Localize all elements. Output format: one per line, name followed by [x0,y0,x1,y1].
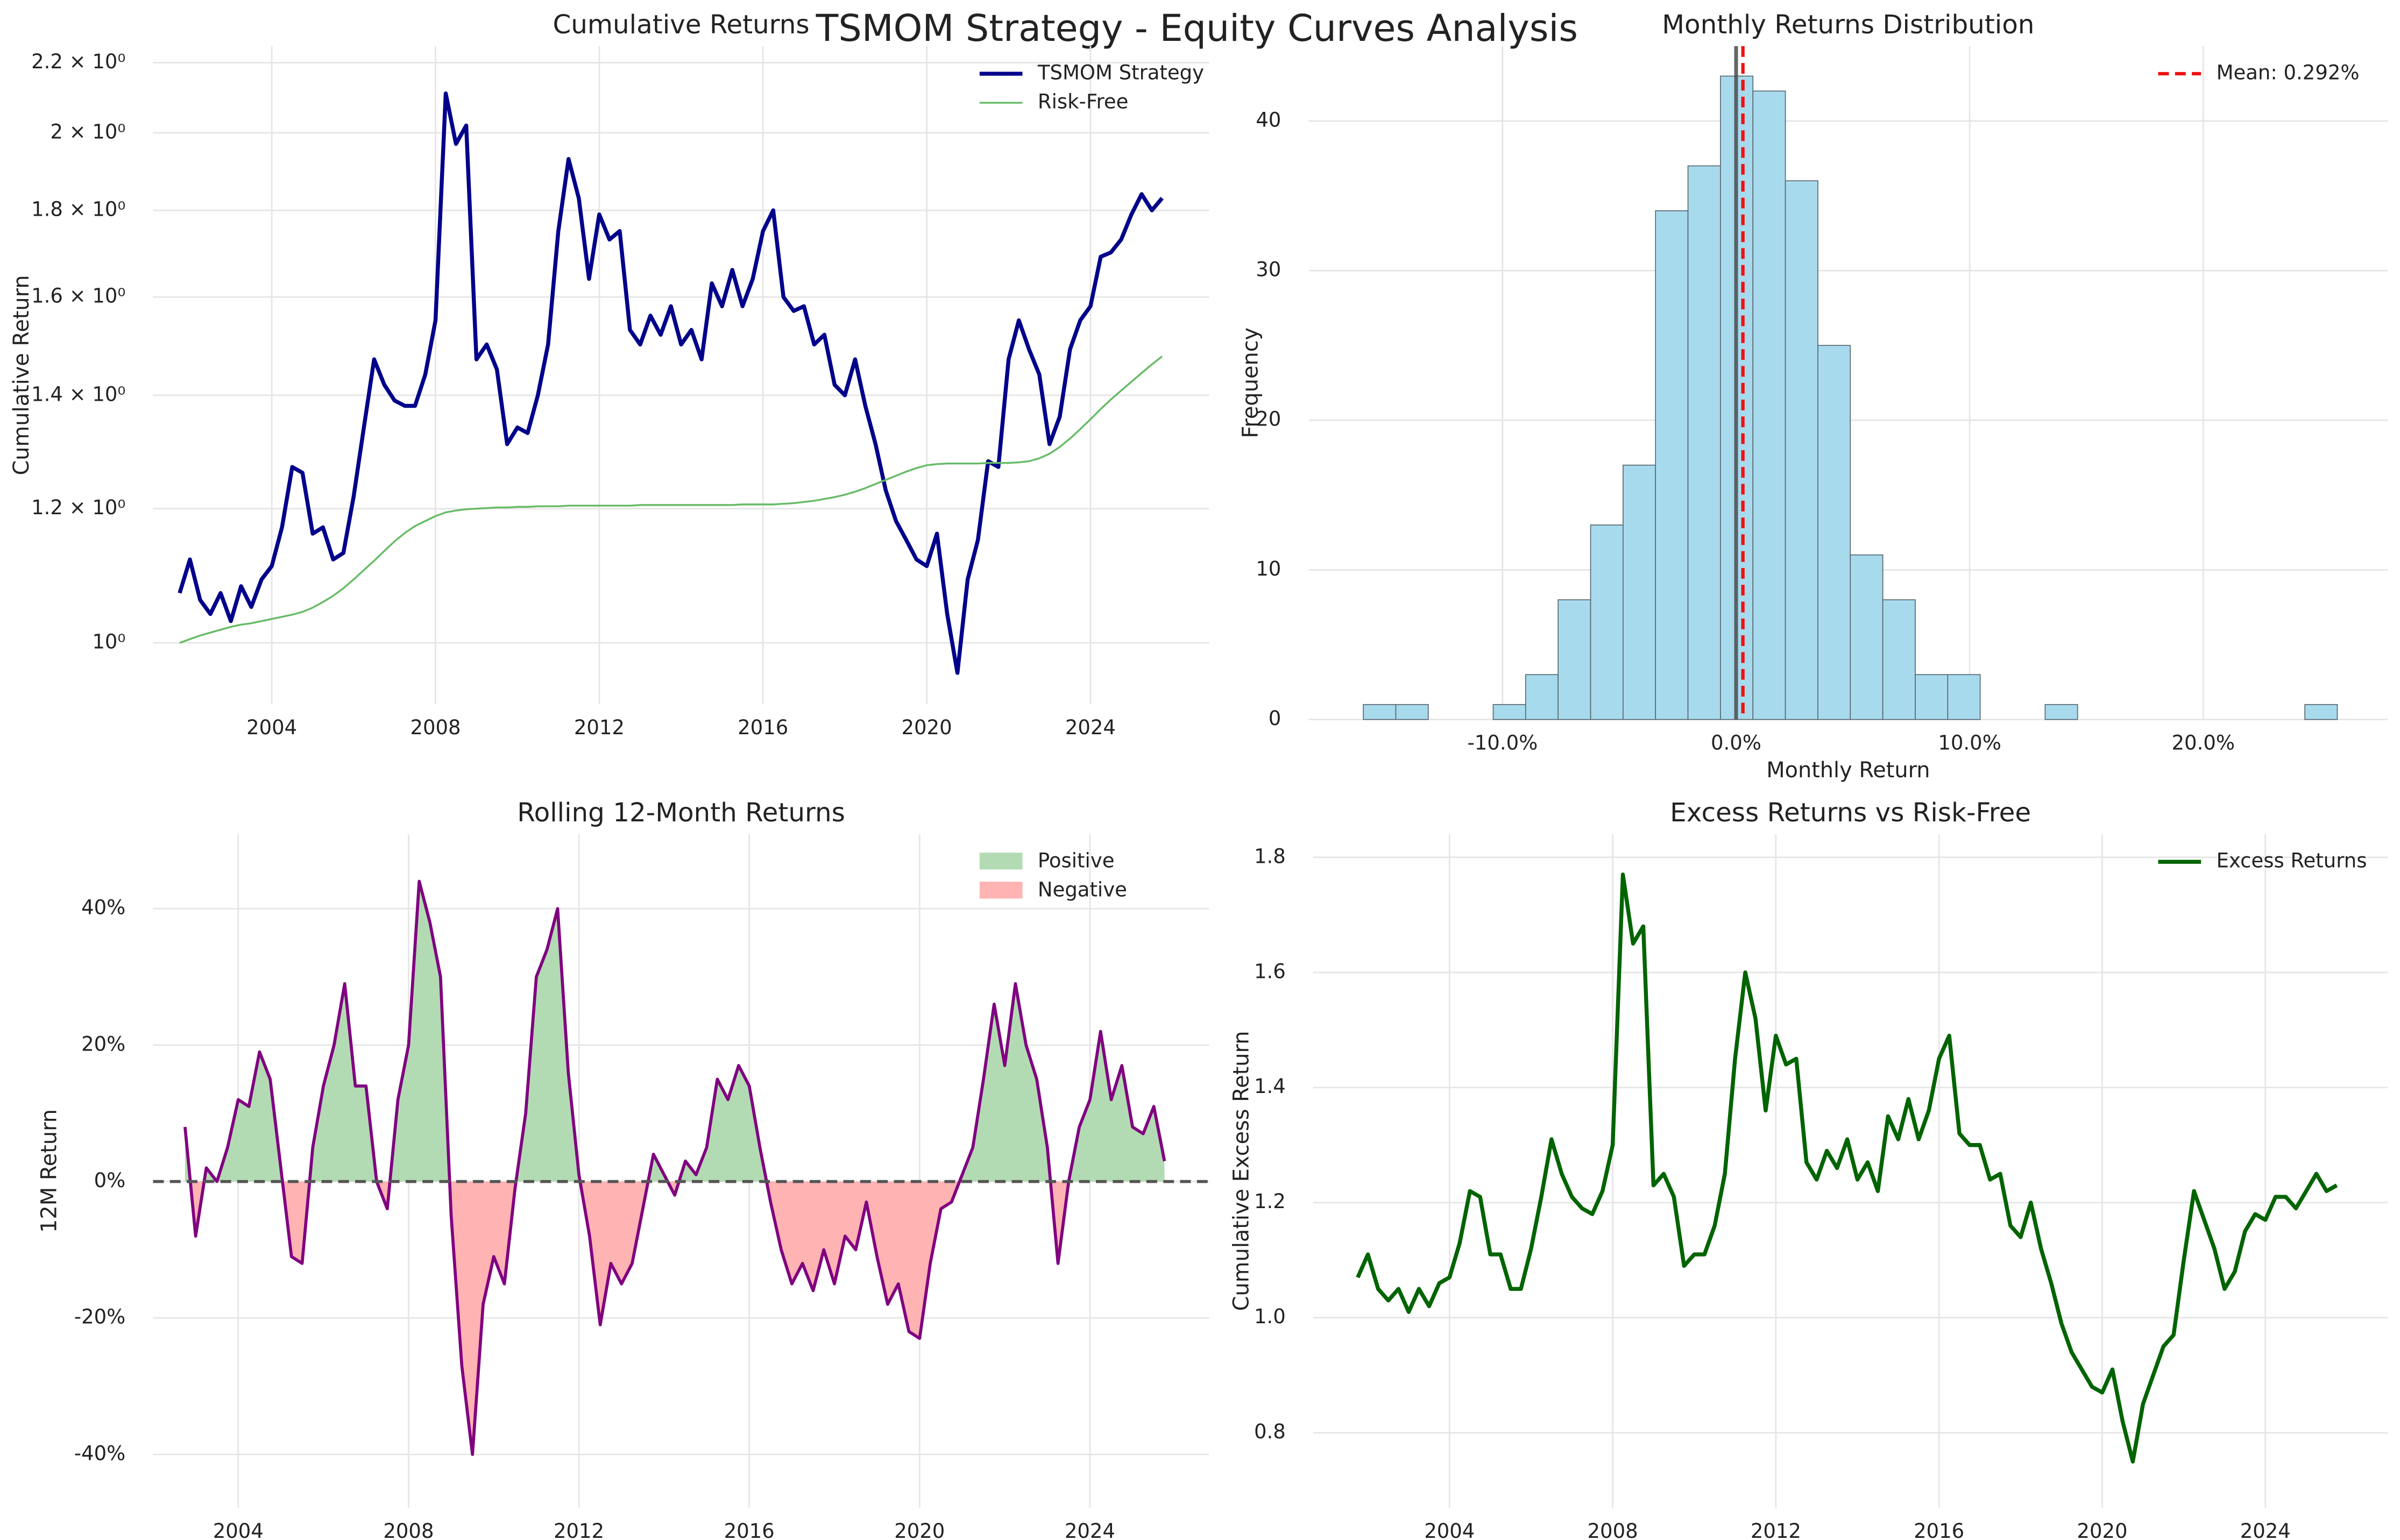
x-tick-label: 2024 [2240,1520,2291,1540]
histogram-bar [1752,90,1786,720]
histogram-bar [1817,345,1851,720]
legend-swatch [979,882,1023,899]
legend-label: Risk-Free [1038,90,1128,113]
y-tick-label: 1.4 [1254,1075,1286,1098]
y-tick-label: 1.6 [1254,960,1286,983]
histogram-bar [1915,674,1949,720]
x-axis-label: Monthly Return [1766,758,1930,783]
histogram-bar [1557,599,1591,720]
x-tick-label: 2012 [1751,1520,1801,1540]
histogram-bar [1785,180,1818,720]
histogram-bar [1655,210,1689,720]
negative-fill [185,1181,1165,1454]
y-tick-label: 20% [81,1032,125,1055]
x-tick-label: 10.0% [1938,732,2001,755]
x-tick-label: -10.0% [1467,732,1538,755]
x-tick-label: 2016 [738,716,788,739]
subplot: 2004 2008 2012 2016 2020 2024 -40% -20% 0% 20% 40%… [37,798,1209,1540]
legend-swatch [979,853,1023,870]
legend-label: TSMOM Strategy [1037,61,1204,84]
y-axis-label: Cumulative Excess Return [1229,1031,1254,1311]
histogram-bar [1850,554,1884,720]
legend: Excess Returns [2158,849,2367,872]
legend: TSMOM Strategy Risk-Free [979,61,1204,113]
x-tick-label: 2008 [1588,1520,1638,1540]
histogram-bar [2304,704,2338,720]
y-tick-label: 0 [1269,707,1282,730]
x-tick-label: 2020 [902,716,952,739]
histogram-bar [1492,704,1526,720]
positive-fill [185,881,1165,1182]
y-tick-label: 2.2 × 10⁰ [31,50,125,73]
x-tick-label: 2024 [1065,716,1116,739]
y-axis-label: Cumulative Return [9,275,34,475]
x-tick-label: 2008 [383,1520,434,1540]
histogram-bar [1882,599,1916,720]
y-tick-label: 10⁰ [92,630,125,654]
y-tick-label: 1.8 [1254,844,1286,868]
x-tick-label: 2024 [1065,1520,1115,1540]
y-tick-label: -20% [74,1305,126,1329]
x-tick-label: 2016 [724,1520,775,1540]
y-tick-label: 1.4 × 10⁰ [31,382,125,406]
histogram-bar [1687,165,1721,720]
legend: Positive Negative [979,849,1127,902]
subplot: -10.0% 0.0% 10.0% 20.0% 0 10 20 30 40 Monthly Ret… [1238,10,2388,783]
histogram-bar [1947,674,1981,720]
y-axis-label: 12M Return [37,1109,61,1233]
line-series [179,356,1163,644]
y-tick-label: 1.2 [1254,1190,1286,1213]
histogram-bar [1395,704,1429,720]
histogram-bar [2044,704,2078,720]
line-series [183,879,1166,1456]
histogram-bar [1363,704,1397,720]
y-tick-label: 20 [1256,408,1281,431]
line-series [1356,872,2338,1464]
histogram-bar [1623,464,1656,720]
line-series [178,91,1164,675]
subplot-title: Monthly Returns Distribution [1662,10,2034,40]
y-tick-label: 2 × 10⁰ [50,120,125,143]
x-tick-label: 2004 [213,1520,264,1540]
x-tick-label: 20.0% [2172,732,2235,755]
y-tick-label: 10 [1256,557,1281,580]
x-tick-label: 2012 [574,716,625,739]
y-tick-label: 30 [1256,258,1281,281]
histogram-bar [1590,524,1624,720]
x-tick-label: 2008 [410,716,461,739]
x-tick-label: 0.0% [1711,732,1761,755]
y-tick-label: 0% [94,1169,126,1192]
y-axis-label: Frequency [1238,328,1263,438]
subplot-title: Cumulative Returns [553,10,810,40]
legend: Mean: 0.292% [2158,61,2360,84]
x-tick-label: 2020 [2077,1520,2127,1540]
x-tick-label: 2012 [554,1520,604,1540]
y-tick-label: 1.2 × 10⁰ [31,496,125,519]
subplot-title: Rolling 12-Month Returns [517,798,845,828]
y-tick-label: 0.8 [1254,1420,1286,1443]
histogram-bar [1525,674,1559,720]
y-tick-label: 1.8 × 10⁰ [31,198,125,221]
x-tick-label: 2004 [246,716,297,739]
subplot: 2004 2008 2012 2016 2020 2024 10⁰ 1.2 × 10⁰ 1.4 … [9,10,1209,739]
legend-label: Positive [1038,849,1115,872]
y-tick-label: 1.6 × 10⁰ [31,285,125,308]
x-tick-label: 2004 [1424,1520,1475,1540]
figure-title: TSMOM Strategy - Equity Curves Analysis [816,8,1578,50]
y-tick-label: 40% [81,896,125,919]
legend-label: Excess Returns [2217,849,2367,872]
y-tick-label: -40% [74,1442,126,1465]
legend-label: Negative [1038,878,1127,902]
subplot-title: Excess Returns vs Risk-Free [1670,798,2031,828]
y-tick-label: 40 [1256,108,1281,131]
x-tick-label: 2016 [1914,1520,1964,1540]
y-tick-label: 1.0 [1254,1305,1286,1328]
legend-label: Mean: 0.292% [2217,61,2360,84]
subplot: 2004 2008 2012 2016 2020 2024 0.8 1.0 1.2 1.4 1.6 1… [1229,798,2388,1540]
x-tick-label: 2020 [894,1520,945,1540]
